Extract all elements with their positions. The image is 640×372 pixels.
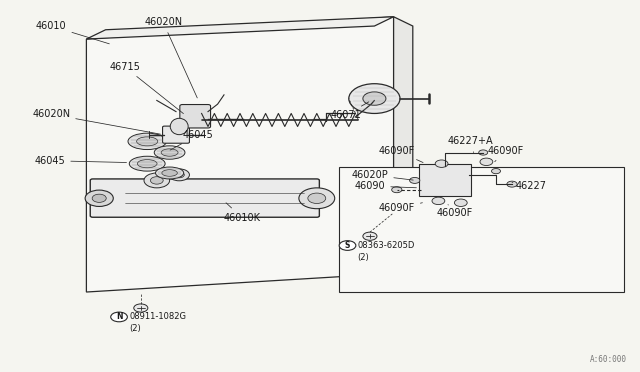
Circle shape bbox=[432, 197, 445, 205]
Ellipse shape bbox=[138, 160, 157, 168]
Text: 46227: 46227 bbox=[512, 181, 547, 191]
Text: 46227+A: 46227+A bbox=[447, 137, 493, 153]
Circle shape bbox=[150, 177, 163, 184]
Polygon shape bbox=[86, 17, 394, 292]
Ellipse shape bbox=[162, 170, 177, 176]
Ellipse shape bbox=[129, 156, 165, 171]
Text: (2): (2) bbox=[129, 324, 141, 333]
Polygon shape bbox=[86, 17, 394, 39]
Circle shape bbox=[144, 173, 170, 188]
Circle shape bbox=[299, 188, 335, 209]
FancyBboxPatch shape bbox=[419, 164, 471, 196]
Ellipse shape bbox=[128, 133, 166, 150]
Circle shape bbox=[392, 187, 402, 193]
Circle shape bbox=[435, 160, 448, 167]
Text: 46090F: 46090F bbox=[379, 203, 422, 213]
Text: 46020P: 46020P bbox=[351, 170, 413, 180]
Circle shape bbox=[92, 194, 106, 202]
Polygon shape bbox=[339, 167, 624, 292]
Circle shape bbox=[480, 158, 493, 166]
Circle shape bbox=[410, 177, 420, 183]
Circle shape bbox=[454, 199, 467, 206]
Circle shape bbox=[169, 169, 189, 181]
Text: 46010K: 46010K bbox=[223, 203, 260, 222]
Ellipse shape bbox=[170, 118, 188, 135]
FancyBboxPatch shape bbox=[180, 105, 211, 128]
Text: 46090F: 46090F bbox=[379, 146, 423, 163]
Circle shape bbox=[363, 92, 386, 105]
Ellipse shape bbox=[156, 167, 184, 179]
Circle shape bbox=[479, 150, 488, 155]
Circle shape bbox=[492, 169, 500, 174]
Ellipse shape bbox=[161, 149, 178, 156]
FancyBboxPatch shape bbox=[163, 126, 189, 143]
Text: 46090F: 46090F bbox=[488, 146, 524, 162]
Text: 46715: 46715 bbox=[109, 62, 184, 113]
Polygon shape bbox=[394, 17, 413, 283]
Text: S: S bbox=[345, 241, 350, 250]
Text: (2): (2) bbox=[358, 253, 369, 262]
Circle shape bbox=[308, 193, 326, 203]
Ellipse shape bbox=[154, 146, 185, 159]
Circle shape bbox=[349, 84, 400, 113]
Circle shape bbox=[134, 304, 148, 312]
Text: N: N bbox=[116, 312, 122, 321]
Text: 46020N: 46020N bbox=[144, 17, 197, 98]
Text: A:60:000: A:60:000 bbox=[590, 355, 627, 364]
Text: 46045: 46045 bbox=[170, 130, 214, 150]
Text: 46071: 46071 bbox=[330, 102, 369, 120]
Circle shape bbox=[507, 181, 517, 187]
Text: 08911-1082G: 08911-1082G bbox=[129, 312, 186, 321]
Circle shape bbox=[339, 241, 356, 250]
Text: 46090F: 46090F bbox=[436, 205, 472, 218]
Text: 46045: 46045 bbox=[35, 156, 127, 166]
Text: 46090: 46090 bbox=[355, 181, 417, 191]
Circle shape bbox=[174, 172, 184, 178]
Text: 46020N: 46020N bbox=[32, 109, 161, 134]
Circle shape bbox=[363, 232, 377, 240]
Circle shape bbox=[85, 190, 113, 206]
Ellipse shape bbox=[137, 137, 158, 146]
Circle shape bbox=[111, 312, 127, 322]
Text: 08363-6205D: 08363-6205D bbox=[358, 241, 415, 250]
FancyBboxPatch shape bbox=[90, 179, 319, 217]
Text: 46010: 46010 bbox=[36, 21, 109, 44]
